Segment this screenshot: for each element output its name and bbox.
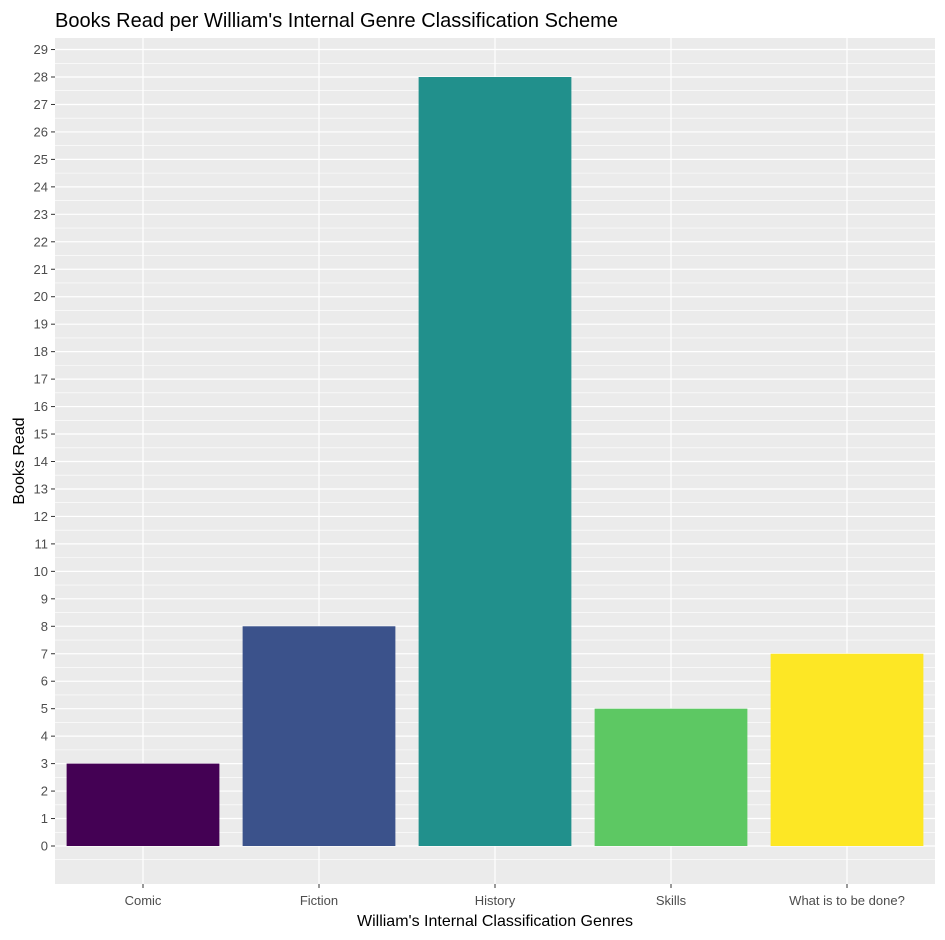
y-tick-label: 17	[34, 372, 48, 387]
x-tick-label: History	[475, 893, 516, 908]
y-tick-label: 21	[34, 262, 48, 277]
y-axis-title: Books Read	[11, 417, 28, 504]
y-tick-label: 11	[35, 536, 49, 551]
y-tick-label: 6	[41, 674, 48, 689]
x-axis-title: William's Internal Classification Genres	[357, 913, 633, 930]
chart-title: Books Read per William's Internal Genre …	[55, 10, 618, 32]
bar-comic	[66, 763, 220, 846]
y-tick-label: 29	[34, 42, 48, 57]
y-tick-label: 7	[41, 646, 48, 661]
y-tick-label: 8	[41, 619, 48, 634]
bar-history	[418, 77, 572, 846]
y-tick-label: 4	[41, 729, 48, 744]
y-tick-label: 26	[34, 124, 48, 139]
y-tick-label: 1	[41, 811, 48, 826]
y-tick-label: 14	[34, 454, 48, 469]
y-tick-label: 19	[34, 317, 48, 332]
y-tick-label: 3	[41, 756, 48, 771]
y-tick-label: 9	[41, 591, 48, 606]
x-tick-label: Fiction	[300, 893, 338, 908]
y-tick-label: 5	[41, 701, 48, 716]
bar-skills	[594, 708, 748, 846]
y-tick-label: 20	[34, 289, 48, 304]
y-tick-label: 22	[34, 234, 48, 249]
y-tick-label: 16	[34, 399, 48, 414]
y-tick-label: 23	[34, 207, 48, 222]
y-tick-label: 10	[34, 564, 48, 579]
y-tick-label: 28	[34, 70, 48, 85]
y-tick-label: 12	[34, 509, 48, 524]
x-tick-label: What is to be done?	[789, 893, 905, 908]
bar-what-is-to-be-done	[770, 653, 924, 846]
y-tick-label: 15	[34, 427, 48, 442]
bars	[66, 77, 924, 846]
y-tick-label: 24	[34, 179, 48, 194]
y-tick-label: 27	[34, 97, 48, 112]
bar-fiction	[242, 626, 396, 846]
x-tick-label: Comic	[125, 893, 162, 908]
y-tick-label: 0	[41, 839, 48, 854]
y-tick-label: 13	[34, 481, 48, 496]
x-tick-label: Skills	[656, 893, 687, 908]
x-axis: Comic Fiction History Skills What is to be d…	[125, 884, 905, 908]
y-axis: 0123456789101112131415161718192021222324…	[34, 42, 55, 854]
y-tick-label: 18	[34, 344, 48, 359]
y-tick-label: 25	[34, 152, 48, 167]
y-tick-label: 2	[41, 784, 48, 799]
